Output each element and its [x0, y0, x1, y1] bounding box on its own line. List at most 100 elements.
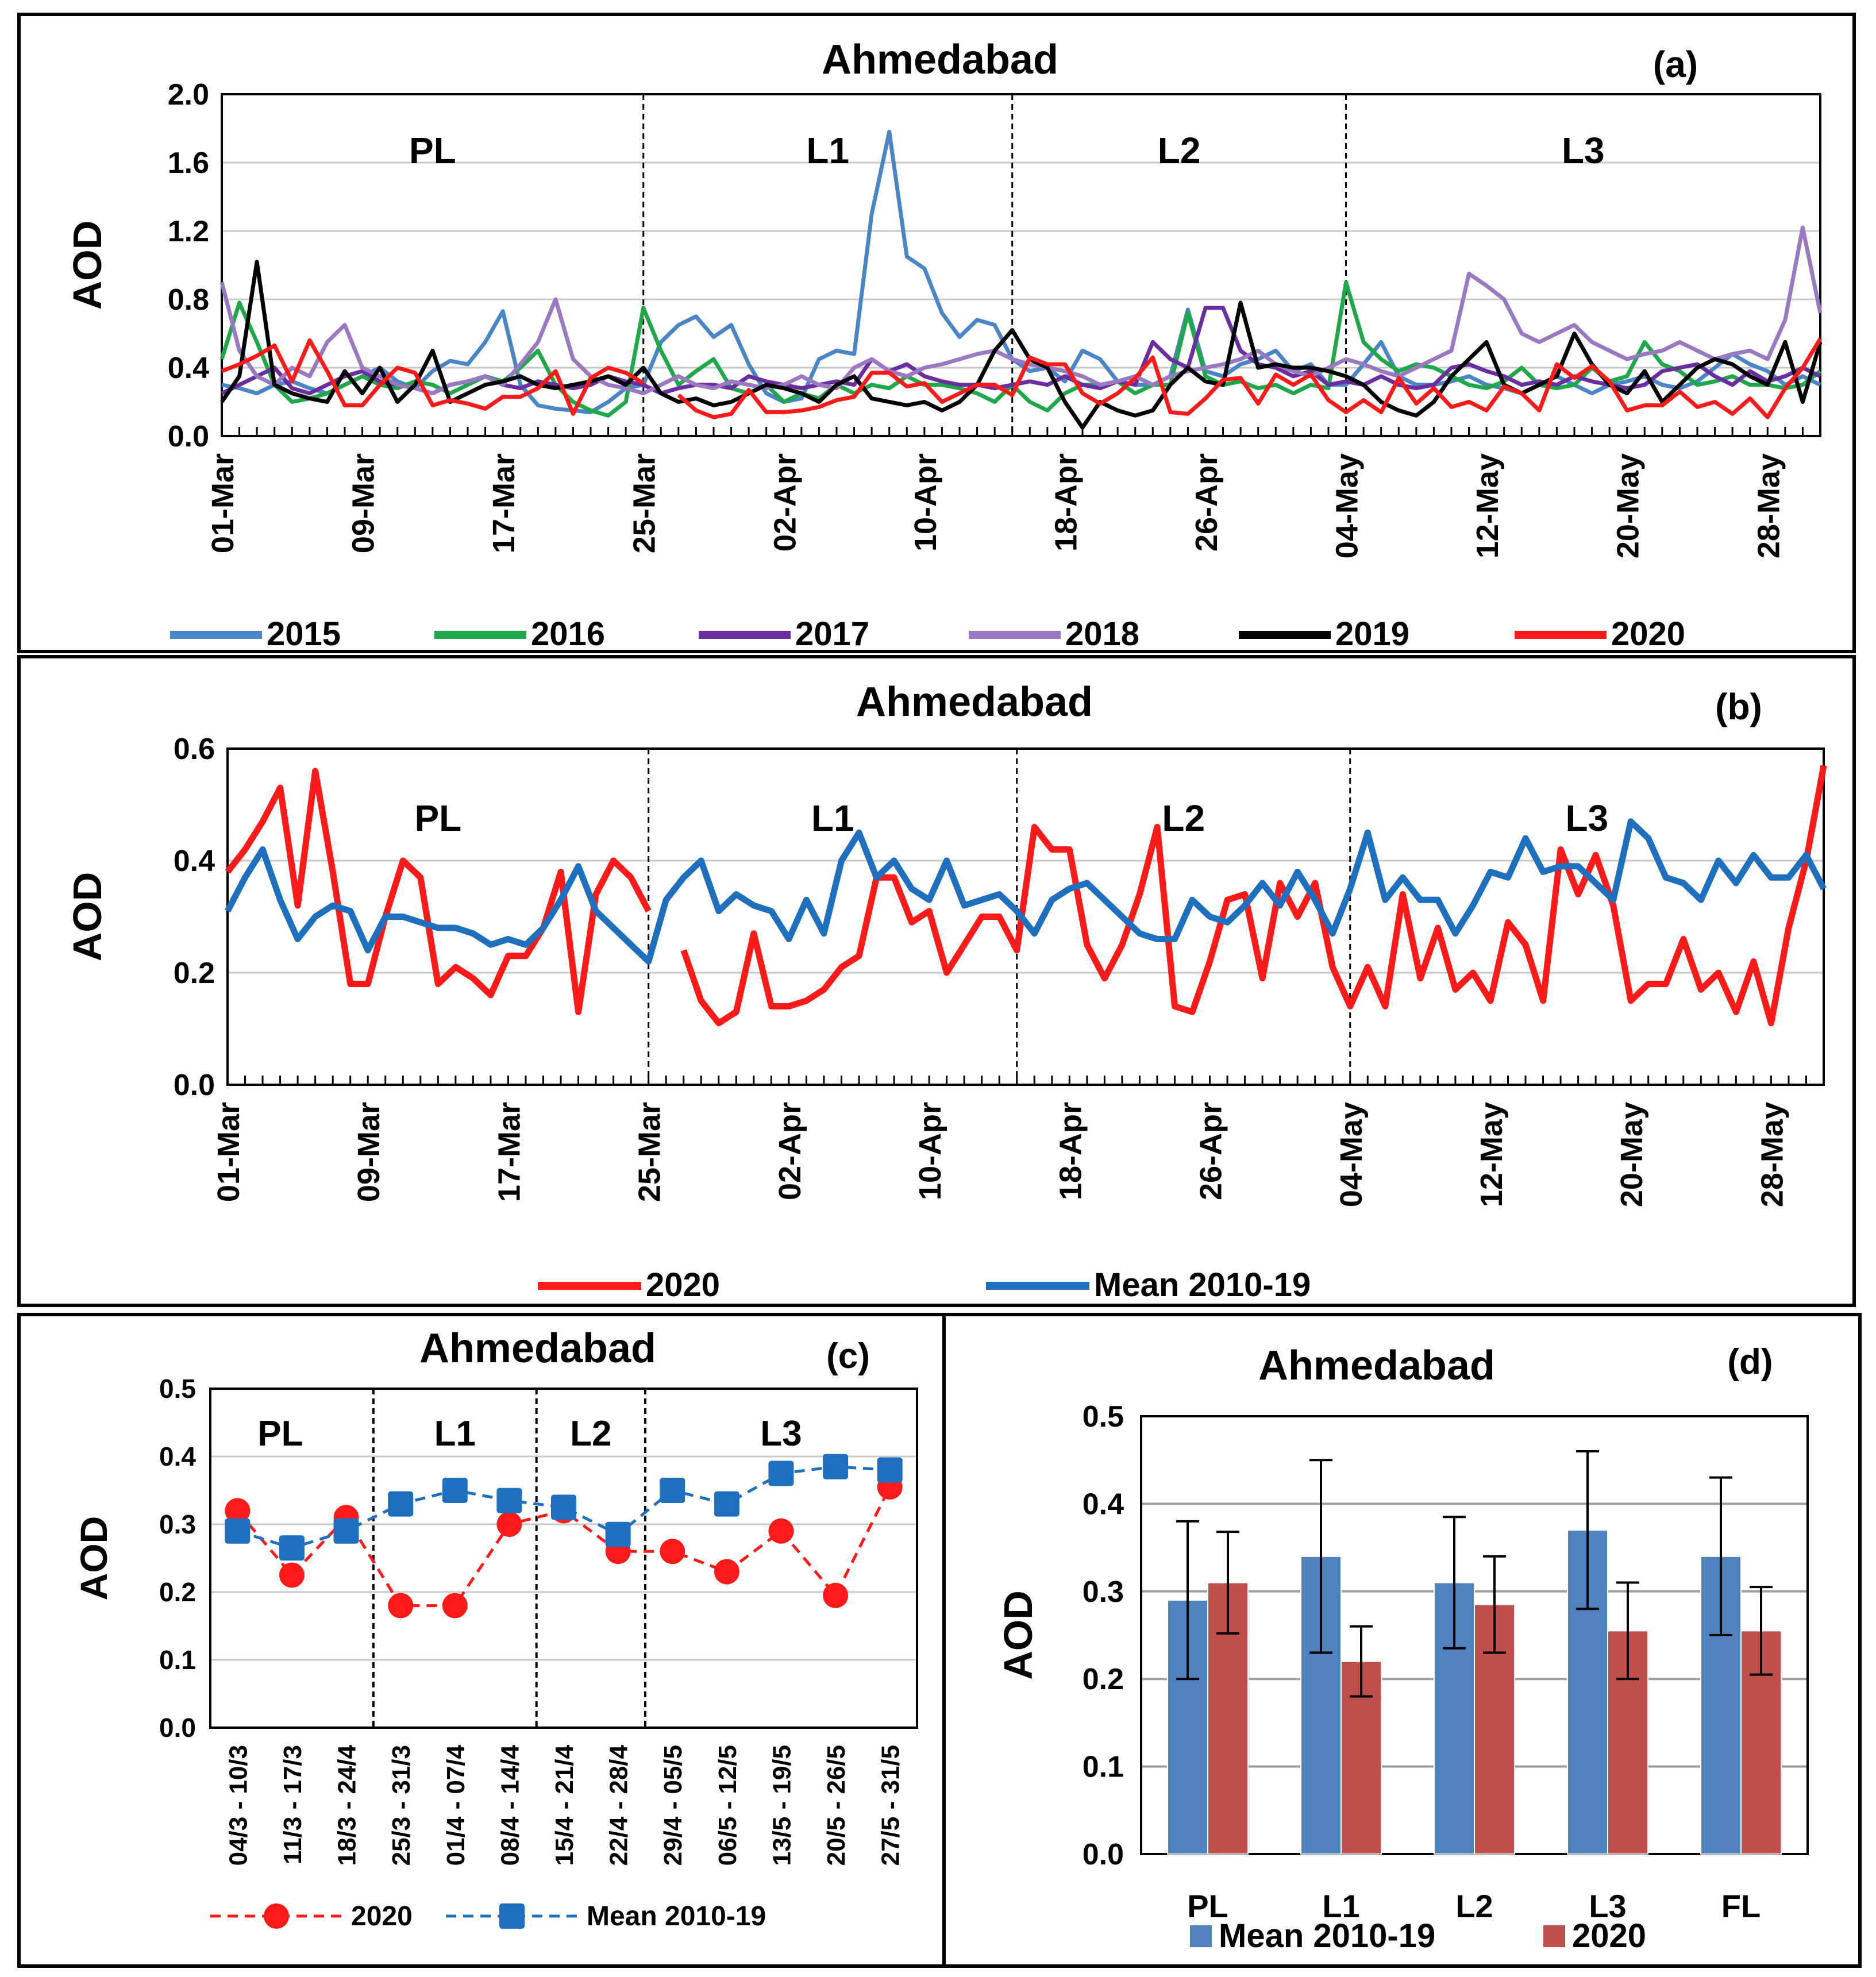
data-point-mean: [877, 1457, 903, 1483]
data-point-mean: [279, 1535, 305, 1561]
x-tick-label: 12-May: [1474, 1102, 1509, 1207]
x-tick-label: 01-Mar: [211, 1102, 246, 1202]
chart-title: Ahmedabad: [419, 1325, 656, 1371]
x-tick-label: 18/3 - 24/4: [333, 1744, 361, 1866]
phase-label: L2: [1158, 130, 1201, 171]
y-tick-label: 0.5: [159, 1374, 196, 1404]
panel-label: (d): [1727, 1342, 1773, 1382]
x-tick-label: 26-Apr: [1189, 453, 1224, 552]
phase-label: L1: [434, 1414, 476, 1454]
phase-label: PL: [257, 1414, 303, 1454]
legend-label: 2019: [1335, 615, 1409, 650]
legend-label: 2020: [351, 1901, 413, 1932]
x-tick-label: 02-Apr: [768, 453, 802, 552]
legend-swatch: [1543, 1925, 1565, 1947]
data-point-mean: [823, 1454, 849, 1479]
panel-d: 0.0 0.1 0.2 0.3 0.4 0.5 PL L1 L2 L3 FL Ahmedabad (d)…: [942, 1313, 1862, 1968]
y-axis-label: AOD: [65, 872, 110, 962]
data-point-2020: [388, 1593, 414, 1618]
data-point-mean: [225, 1518, 251, 1544]
x-tick-label: 20-May: [1615, 1102, 1649, 1207]
x-tick-label: 06/5 - 12/5: [714, 1745, 742, 1866]
x-tick-label: 25/3 - 31/3: [387, 1745, 415, 1866]
chart-title: Ahmedabad: [822, 37, 1058, 83]
x-tick-label: 04/3 - 10/3: [224, 1745, 252, 1866]
x-tick-label: 10-Apr: [908, 453, 943, 552]
x-tick-label: L3: [1589, 1888, 1626, 1924]
y-axis-label: AOD: [72, 1516, 115, 1601]
y-axis-label: AOD: [996, 1590, 1041, 1680]
panel-c: 0.0 0.1 0.2 0.3 0.4 0.5 PL L1 L2 L3 04/3 - 10/3 11/…: [17, 1313, 948, 1968]
series-line-2020: [221, 337, 1822, 419]
data-point-2020: [768, 1518, 794, 1544]
y-tick-label: 0.8: [168, 283, 209, 317]
y-tick-label: 0.0: [168, 420, 209, 453]
x-tick-label: 13/5 - 19/5: [768, 1745, 796, 1866]
x-tick-label: 12-May: [1470, 453, 1505, 558]
data-point-2020: [279, 1562, 305, 1588]
phase-label: PL: [414, 797, 461, 839]
y-tick-label: 0.2: [1083, 1663, 1124, 1696]
x-tick-label: PL: [1187, 1888, 1228, 1924]
data-point-2020: [442, 1593, 468, 1618]
panel-label: (a): [1653, 44, 1698, 85]
x-tick-label: 15/4 - 21/4: [550, 1744, 579, 1866]
legend-label: 2015: [267, 615, 341, 650]
x-tick-label: 28-May: [1751, 453, 1786, 558]
data-point-mean: [768, 1460, 794, 1486]
series-line-2015: [221, 130, 1821, 414]
data-point-2020: [660, 1539, 685, 1564]
x-tick-label: 17-Mar: [487, 453, 521, 553]
y-tick-label: 0.4: [159, 1442, 196, 1471]
legend-label: Mean 2010-19: [587, 1901, 766, 1932]
data-point-mean: [496, 1487, 522, 1513]
y-tick-label: 0.4: [174, 845, 215, 878]
y-tick-label: 0.0: [174, 1069, 215, 1102]
data-point-mean: [388, 1491, 414, 1517]
phase-label: L3: [1562, 130, 1605, 171]
y-tick-label: 0.1: [1083, 1751, 1124, 1784]
x-tick-label: 04-May: [1330, 453, 1365, 558]
series-line-2018: [219, 225, 1823, 396]
panel-label: (c): [826, 1336, 870, 1376]
plot-frame: [221, 93, 1821, 437]
phase-label: L1: [806, 130, 849, 171]
x-tick-label: 09-Mar: [352, 1102, 386, 1202]
y-tick-label: 0.2: [174, 957, 215, 990]
plot-frame: [209, 1388, 918, 1729]
legend-label: 2016: [531, 615, 605, 650]
phase-label: L3: [1566, 797, 1609, 839]
x-tick-label: L2: [1455, 1888, 1493, 1924]
x-tick-label: 11/3 - 17/3: [279, 1745, 307, 1864]
legend-marker: [499, 1903, 525, 1929]
x-tick-label: 27/5 - 31/5: [877, 1745, 905, 1866]
phase-label: PL: [409, 130, 456, 171]
x-tick-label: 20/5 - 26/5: [822, 1745, 850, 1866]
x-tick-label: 17-Mar: [492, 1102, 526, 1202]
x-tick-label: L1: [1322, 1888, 1359, 1924]
x-tick-label: 18-Apr: [1049, 453, 1083, 552]
x-tick-label: 04-May: [1334, 1102, 1369, 1207]
y-tick-label: 0.4: [1083, 1487, 1124, 1521]
y-tick-label: 0.0: [1083, 1838, 1124, 1871]
panel-label: (b): [1715, 686, 1762, 727]
data-point-2020: [714, 1559, 739, 1585]
legend-label: Mean 2010-19: [1219, 1917, 1435, 1955]
x-tick-label: 22/4 - 28/4: [605, 1744, 633, 1866]
panel-b: 0.0 0.2 0.4 0.6 PL L1 L2 L3 01-Mar 09-Mar 17-Mar 25…: [17, 655, 1856, 1307]
series-line-mean-2010-19: [225, 818, 1827, 965]
x-tick-label: 10-Apr: [913, 1102, 947, 1200]
chart-title: Ahmedabad: [1258, 1343, 1495, 1389]
panel-a: 0.0 0.4 0.8 1.2 1.6 2.0 PL L1 L2 L3 01-Mar 09-Mar 17…: [17, 13, 1856, 653]
legend-label: 2020: [1611, 615, 1685, 650]
y-tick-label: 0.5: [1083, 1400, 1124, 1433]
x-tick-label: 01-Mar: [206, 453, 240, 553]
data-point-mean: [660, 1478, 685, 1503]
y-tick-label: 0.3: [1083, 1575, 1124, 1609]
x-tick-label: 02-Apr: [773, 1102, 807, 1200]
y-tick-label: 0.2: [159, 1577, 196, 1607]
x-tick-label: 28-May: [1755, 1102, 1789, 1207]
legend-label: 2017: [795, 615, 869, 650]
data-point-2020: [225, 1498, 251, 1524]
legend-marker: [264, 1903, 289, 1929]
